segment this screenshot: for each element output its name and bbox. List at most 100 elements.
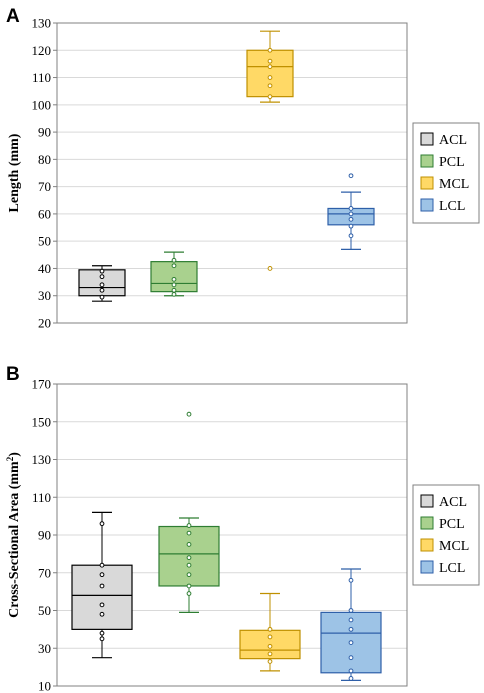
legend-swatch-mcl [420, 538, 434, 552]
data-point [171, 287, 177, 293]
box-mcl [239, 592, 301, 672]
y-tick-label: 150 [32, 414, 52, 429]
data-point [348, 223, 354, 229]
y-tick-label: 90 [38, 125, 51, 140]
data-point [348, 617, 354, 623]
legend-swatch-pcl [420, 516, 434, 530]
data-point [348, 676, 354, 681]
data-point [171, 276, 177, 282]
y-tick-label: 70 [38, 565, 51, 580]
y-axis-label: Cross-Sectional Area (mm2) [5, 452, 22, 618]
outlier-point [348, 173, 354, 179]
plot-frame [56, 22, 408, 324]
data-point [267, 47, 273, 53]
data-point [348, 233, 354, 239]
legend-swatch-acl [420, 494, 434, 508]
panel-label: B [6, 364, 20, 385]
data-point [99, 602, 105, 608]
y-tick-label: 30 [38, 288, 51, 303]
data-point [267, 58, 273, 64]
data-point [186, 583, 192, 589]
data-point [99, 572, 105, 578]
data-point [186, 562, 192, 568]
data-point [267, 634, 273, 640]
data-point [348, 640, 354, 645]
data-point [186, 523, 192, 528]
y-tick-label: 60 [38, 206, 51, 221]
plot-frame [56, 383, 408, 687]
y-tick-label: 70 [38, 179, 51, 194]
box-mcl [246, 30, 294, 271]
data-point [99, 274, 105, 280]
y-tick-label: 40 [38, 261, 51, 276]
box-lcl [327, 173, 375, 250]
box-acl [71, 511, 133, 659]
data-point [99, 630, 105, 636]
data-point [186, 530, 192, 536]
outlier-point [186, 411, 192, 417]
y-tick-label: 30 [38, 641, 51, 656]
y-tick-label: 130 [32, 16, 52, 31]
legend-label-pcl: PCL [439, 517, 465, 532]
box-iqr [246, 49, 294, 98]
box-pcl [158, 411, 220, 613]
chart-panel-a: A 20 30 40 50 60 70 80 90 100 110 120 130 Length (mm)… [6, 6, 480, 331]
y-tick-label: 90 [38, 528, 51, 543]
data-point [348, 626, 354, 632]
y-axis-label-superscript: 2 [5, 456, 15, 461]
y-tick-label: 120 [32, 43, 52, 58]
y-axis-label: Length (mm) [7, 133, 22, 212]
data-point [171, 282, 177, 288]
y-tick-label: 10 [38, 679, 51, 693]
data-point [99, 521, 105, 527]
data-point [348, 668, 354, 674]
data-point [99, 287, 105, 293]
data-point [348, 206, 354, 211]
legend-swatch-mcl [420, 176, 434, 190]
legend-label-mcl: MCL [439, 539, 469, 554]
legend-swatch-lcl [420, 198, 434, 212]
outlier-point [267, 266, 273, 271]
data-point [186, 572, 192, 578]
legend-swatch-pcl [420, 154, 434, 168]
data-point [267, 659, 273, 664]
legend-label-pcl: PCL [439, 155, 465, 170]
data-point [348, 577, 354, 583]
y-tick-label: 80 [38, 152, 51, 167]
data-point [348, 655, 354, 661]
box-pcl [150, 251, 198, 297]
legend: ACL PCL MCL LCL [412, 122, 480, 224]
data-point [267, 75, 273, 80]
y-tick-label: 50 [38, 234, 51, 249]
data-point [348, 608, 354, 613]
legend-label-lcl: LCL [439, 199, 465, 214]
data-point [186, 591, 192, 596]
data-point [99, 636, 105, 642]
y-tick-label: 130 [32, 452, 52, 467]
data-point [99, 282, 105, 288]
y-tick-label: 110 [32, 490, 51, 505]
y-tick-label: 110 [32, 70, 51, 85]
data-point [267, 64, 273, 70]
chart-panel-b: B 10 30 50 70 90 110 130 150 170 Cross-Sectional A… [5, 364, 480, 693]
data-point [186, 555, 192, 561]
data-point [348, 216, 354, 222]
box-lcl [320, 568, 382, 681]
legend: ACL PCL MCL LCL [412, 484, 480, 586]
legend-swatch-lcl [420, 560, 434, 574]
data-point [171, 263, 177, 269]
box-acl [78, 265, 126, 302]
y-tick-label: 100 [32, 97, 52, 112]
data-point [99, 611, 105, 617]
data-point [267, 643, 273, 649]
data-point [171, 257, 177, 263]
data-point [99, 562, 105, 568]
data-point [267, 83, 273, 89]
data-point [99, 583, 105, 589]
data-point [267, 626, 273, 632]
legend-swatch-acl [420, 132, 434, 146]
legend-label-lcl: LCL [439, 561, 465, 576]
y-tick-label: 170 [32, 377, 52, 392]
legend-label-mcl: MCL [439, 177, 469, 192]
data-point [171, 291, 177, 297]
